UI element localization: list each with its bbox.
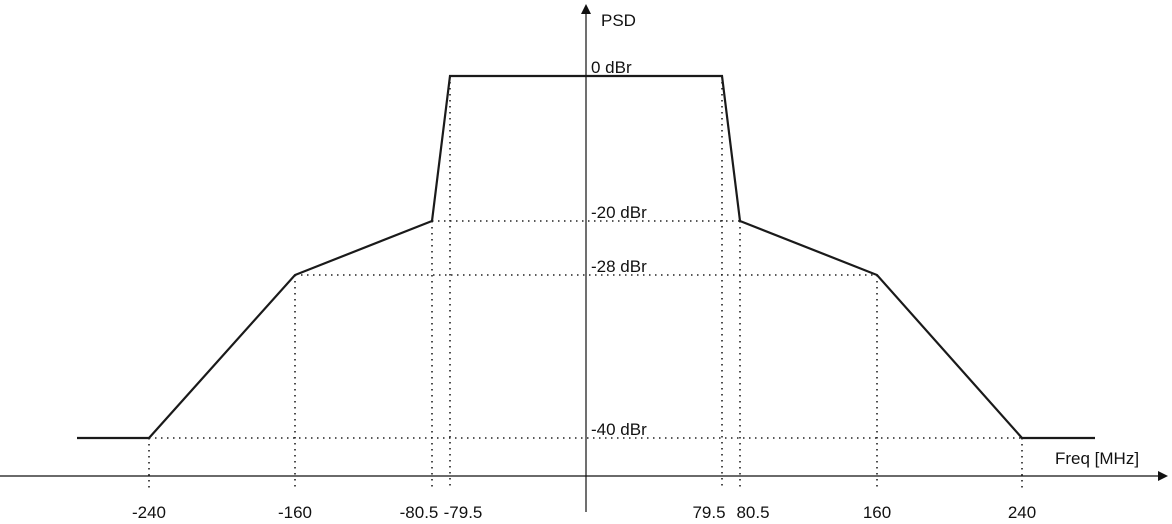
level-label: -20 dBr	[591, 203, 647, 222]
x-tick-label: -160	[278, 503, 312, 522]
psd-mask-line	[77, 74, 1095, 440]
y-axis-label: PSD	[601, 11, 636, 30]
level-label: -28 dBr	[591, 257, 647, 276]
x-tick-label: -80.5	[400, 503, 439, 522]
x-tick-label: 160	[863, 503, 891, 522]
x-tick-label: -240	[132, 503, 166, 522]
x-tick-label: 80.5	[736, 503, 769, 522]
level-label: -40 dBr	[591, 420, 647, 439]
x-tick-label: 79.5	[692, 503, 725, 522]
level-label: 0 dBr	[591, 58, 632, 77]
x-axis-label: Freq [MHz]	[1055, 449, 1139, 468]
x-tick-label: 240	[1008, 503, 1036, 522]
x-tick-label: -79.5	[444, 503, 483, 522]
